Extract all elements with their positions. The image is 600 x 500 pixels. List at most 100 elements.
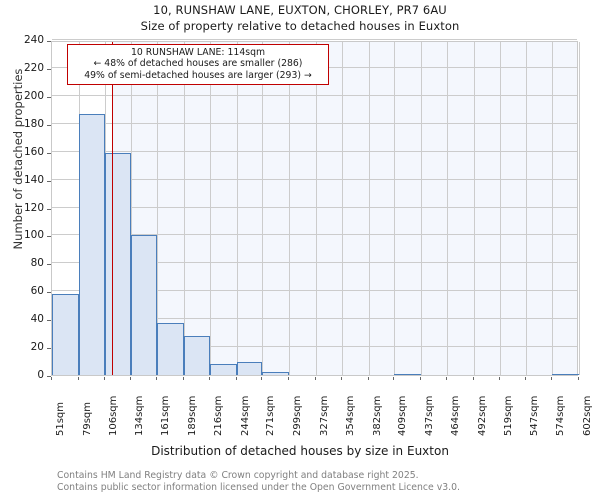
x-axis-tick-mark <box>367 377 369 380</box>
gridline-h <box>52 178 577 180</box>
gridline-v <box>157 42 159 375</box>
bar <box>131 235 158 375</box>
x-axis-tick-label: 574sqm <box>555 395 567 436</box>
x-axis-tick-label: 382sqm <box>371 395 383 436</box>
y-axis-tick-mark <box>47 180 51 182</box>
gridline-v <box>368 42 370 375</box>
x-axis-tick-label: 134sqm <box>134 395 146 436</box>
x-axis-tick-mark <box>472 377 474 380</box>
gridline-v <box>473 42 475 375</box>
chart-title: 10, RUNSHAW LANE, EUXTON, CHORLEY, PR7 6… <box>153 3 447 17</box>
bar <box>104 153 132 375</box>
x-axis-tick-mark <box>446 377 447 380</box>
y-axis-tick-label: 240 <box>23 34 44 46</box>
y-axis-tick-label: 100 <box>23 229 44 242</box>
gridline-h <box>52 346 577 348</box>
x-axis-tick-label: 547sqm <box>529 395 541 436</box>
property-marker-line <box>111 42 113 375</box>
x-axis-tick-mark <box>393 377 395 380</box>
x-axis-tick-label: 216sqm <box>212 395 224 436</box>
x-axis-tick-label: 354sqm <box>344 395 356 436</box>
x-axis-tick-mark <box>208 377 210 380</box>
gridline-v <box>421 42 423 375</box>
y-axis-tick-mark <box>47 376 51 377</box>
x-axis-tick-mark <box>498 377 500 380</box>
bar <box>394 373 422 375</box>
gridline-v <box>131 42 133 375</box>
x-axis-tick-label: 602sqm <box>582 395 593 436</box>
x-axis-tick-label: 299sqm <box>292 395 304 436</box>
gridline-h <box>52 234 577 236</box>
y-axis-tick-mark <box>47 348 51 350</box>
y-axis-tick-label: 160 <box>23 145 44 158</box>
bar <box>157 323 184 375</box>
y-axis-tick-label: 140 <box>23 173 44 186</box>
x-axis-tick-label: 327sqm <box>318 395 330 436</box>
x-axis-tick-label: 271sqm <box>265 395 277 436</box>
plot-shade-right <box>112 42 577 375</box>
x-axis-tick-label: 51sqm <box>55 401 66 436</box>
x-axis-tick-label: 409sqm <box>397 395 409 436</box>
x-axis-tick-label: 189sqm <box>186 395 198 436</box>
gridline-v <box>315 42 317 375</box>
bar-series <box>52 42 579 375</box>
x-axis-tick-mark <box>314 377 316 380</box>
bar <box>262 372 290 375</box>
gridline-v <box>499 42 501 375</box>
annotation-line-3: 49% of semi-detached houses are larger (… <box>84 69 312 81</box>
y-axis-tick-mark <box>47 68 51 70</box>
chart-subtitle: Size of property relative to detached ho… <box>140 19 460 33</box>
bar <box>78 113 105 375</box>
x-axis-tick-label: 519sqm <box>502 395 514 436</box>
y-axis-tick-label: 200 <box>23 89 44 102</box>
gridline-v <box>341 42 343 375</box>
y-axis-tick-mark <box>47 236 51 238</box>
x-axis-tick-mark <box>551 377 553 380</box>
gridline-v <box>236 42 238 375</box>
footer-line-1: Contains HM Land Registry data © Crown c… <box>57 470 419 481</box>
x-axis-label: Distribution of detached houses by size … <box>151 444 449 458</box>
gridline-h <box>52 206 577 208</box>
footer-line-2: Contains public sector information licen… <box>57 481 460 493</box>
x-axis-tick-mark <box>261 377 263 380</box>
gridline-v <box>552 42 554 375</box>
y-axis-tick-mark <box>47 124 51 126</box>
gridline-h <box>52 39 577 40</box>
y-axis-tick-mark <box>47 41 51 42</box>
gridline-v <box>183 42 185 375</box>
y-axis-tick-label: 120 <box>23 201 44 214</box>
y-axis-tick-label: 40 <box>30 313 44 326</box>
y-axis-tick-mark <box>47 208 51 210</box>
gridline-v <box>526 42 528 375</box>
x-axis-tick-label: 106sqm <box>107 395 119 436</box>
gridline-v <box>209 42 211 375</box>
x-axis-tick-label: 492sqm <box>476 395 488 436</box>
x-axis-tick-mark <box>288 377 290 380</box>
annotation-line-1: 10 RUNSHAW LANE: 114sqm <box>130 47 266 58</box>
gridline-h <box>52 150 577 152</box>
attribution-footer: Contains HM Land Registry data © Crown c… <box>57 470 577 493</box>
x-axis-tick-label: 244sqm <box>239 395 251 436</box>
x-axis-tick-mark <box>77 377 79 380</box>
property-annotation-box: 10 RUNSHAW LANE: 114sqm ← 48% of detache… <box>67 44 329 86</box>
bar <box>52 294 79 375</box>
x-axis-tick-mark <box>130 377 132 380</box>
bar <box>552 373 579 375</box>
x-axis-tick-mark <box>420 377 422 380</box>
y-axis-tick-label: 60 <box>30 285 44 298</box>
gridline-h <box>52 122 577 124</box>
x-axis-tick-mark <box>182 377 184 380</box>
plot-shading <box>52 42 577 375</box>
annotation-line-2: ← 48% of detached houses are smaller (28… <box>93 58 303 70</box>
x-axis-tick-label: 161sqm <box>160 395 172 436</box>
plot-area <box>51 39 580 376</box>
x-axis-tick-mark <box>103 377 105 380</box>
x-axis-tick-mark <box>525 377 527 380</box>
y-axis-label: Number of detached properties <box>11 68 25 250</box>
y-axis-tick-mark <box>47 292 51 294</box>
x-axis-tick-label: 464sqm <box>450 395 461 436</box>
x-axis-tick-label: 437sqm <box>424 395 436 436</box>
gridline-v <box>579 42 580 375</box>
gridline-h <box>52 262 577 264</box>
y-axis-tick-label: 180 <box>23 117 44 130</box>
